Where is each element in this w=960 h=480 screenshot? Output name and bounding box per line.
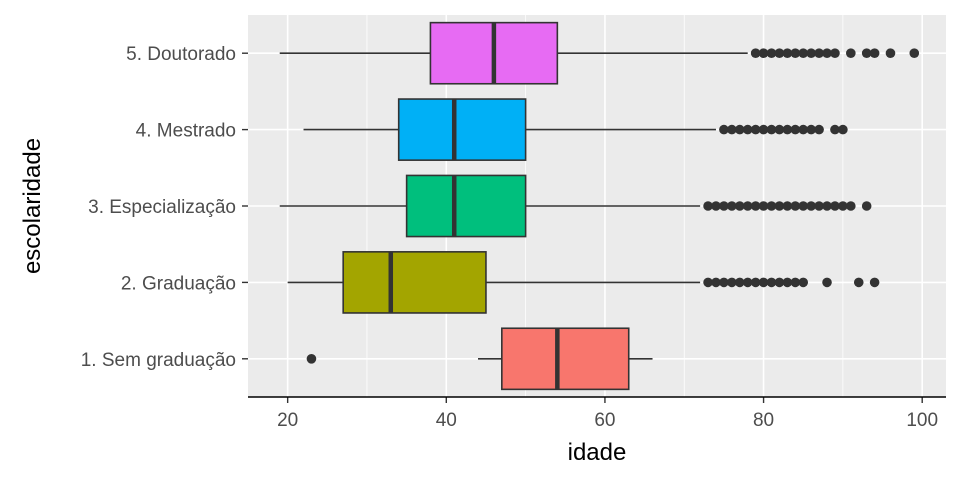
outlier-point [806, 124, 816, 135]
outlier-point [814, 48, 824, 58]
outlier-point [822, 48, 832, 58]
outlier-point [830, 48, 840, 58]
outlier-point [814, 124, 824, 135]
outlier-point [909, 48, 920, 58]
y-tick-label: 4. Mestrado [136, 121, 236, 142]
outlier-point [782, 201, 793, 211]
outlier-point [861, 201, 872, 211]
y-tick-label: 3. Especialização [88, 197, 236, 218]
boxes-layer [279, 21, 920, 391]
outlier-point [766, 48, 777, 58]
outlier-point [774, 277, 785, 288]
outlier-point [798, 124, 809, 135]
x-tick-label: 60 [594, 410, 615, 431]
x-tick-label: 20 [277, 410, 298, 431]
outlier-point [814, 201, 824, 211]
outlier-point [774, 48, 785, 58]
box-iqr [342, 251, 487, 314]
outlier-point [869, 48, 880, 58]
outlier-point [758, 277, 769, 288]
outlier-point [758, 48, 769, 58]
outlier-point [798, 201, 809, 211]
outlier-point [727, 201, 737, 211]
outlier-point [742, 201, 753, 211]
outlier-point [790, 124, 801, 135]
outlier-point [830, 124, 840, 135]
outlier-point [861, 48, 872, 58]
y-axis-ticks: 1. Sem graduação 2. Graduação 3. Especiali… [81, 44, 248, 371]
outlier-point [782, 124, 793, 135]
outlier-point [727, 277, 737, 288]
outlier-point [766, 277, 777, 288]
outlier-point [719, 124, 729, 135]
outlier-point [830, 201, 840, 211]
outlier-point [766, 201, 777, 211]
outlier-point [727, 124, 737, 135]
outlier-point [742, 277, 753, 288]
outlier-point [734, 277, 745, 288]
box-1 [306, 327, 653, 391]
x-axis-title: idade [568, 439, 627, 466]
outlier-point [790, 48, 801, 58]
box-iqr [405, 174, 527, 238]
outlier-point [719, 201, 729, 211]
outlier-point [750, 277, 761, 288]
outlier-point [790, 277, 801, 288]
outlier-point [774, 201, 785, 211]
outlier-point [711, 277, 721, 288]
outlier-point [758, 124, 769, 135]
y-tick-label: 5. Doutorado [126, 44, 236, 65]
outlier-point [719, 277, 729, 288]
x-axis-ticks: 20 40 60 80 100 [277, 397, 938, 431]
y-tick-label: 2. Graduação [121, 273, 236, 294]
outlier-point [790, 201, 801, 211]
outlier-point [766, 124, 777, 135]
outlier-point [885, 48, 896, 58]
outlier-point [838, 124, 848, 135]
outlier-point [798, 277, 809, 288]
box-iqr [397, 98, 527, 161]
outlier-point [822, 277, 832, 288]
box-5 [279, 21, 920, 85]
outlier-point [806, 48, 816, 58]
box-iqr [501, 327, 630, 391]
x-tick-label: 80 [753, 410, 774, 431]
outlier-point [846, 48, 856, 58]
outlier-point [782, 277, 793, 288]
outlier-point [782, 48, 793, 58]
outlier-point [742, 124, 753, 135]
outlier-point [750, 201, 761, 211]
outlier-point [758, 201, 769, 211]
outlier-point [750, 124, 761, 135]
outlier-point [703, 201, 713, 211]
y-axis-title: escolaridade [19, 138, 46, 274]
outlier-point [822, 201, 832, 211]
x-tick-label: 40 [436, 410, 457, 431]
outlier-point [869, 277, 880, 288]
box-3 [279, 174, 872, 238]
outlier-point [734, 201, 745, 211]
box-2 [287, 251, 880, 314]
outlier-point [306, 354, 317, 364]
outlier-point [846, 201, 856, 211]
outlier-point [853, 277, 864, 288]
outlier-point [798, 48, 809, 58]
y-tick-label: 1. Sem graduação [81, 350, 236, 371]
outlier-point [703, 277, 713, 288]
outlier-point [806, 201, 816, 211]
x-tick-label: 100 [906, 410, 938, 431]
box-4 [303, 98, 848, 161]
outlier-point [838, 201, 848, 211]
outlier-point [711, 201, 721, 211]
outlier-point [774, 124, 785, 135]
outlier-point [750, 48, 761, 58]
outlier-point [734, 124, 745, 135]
